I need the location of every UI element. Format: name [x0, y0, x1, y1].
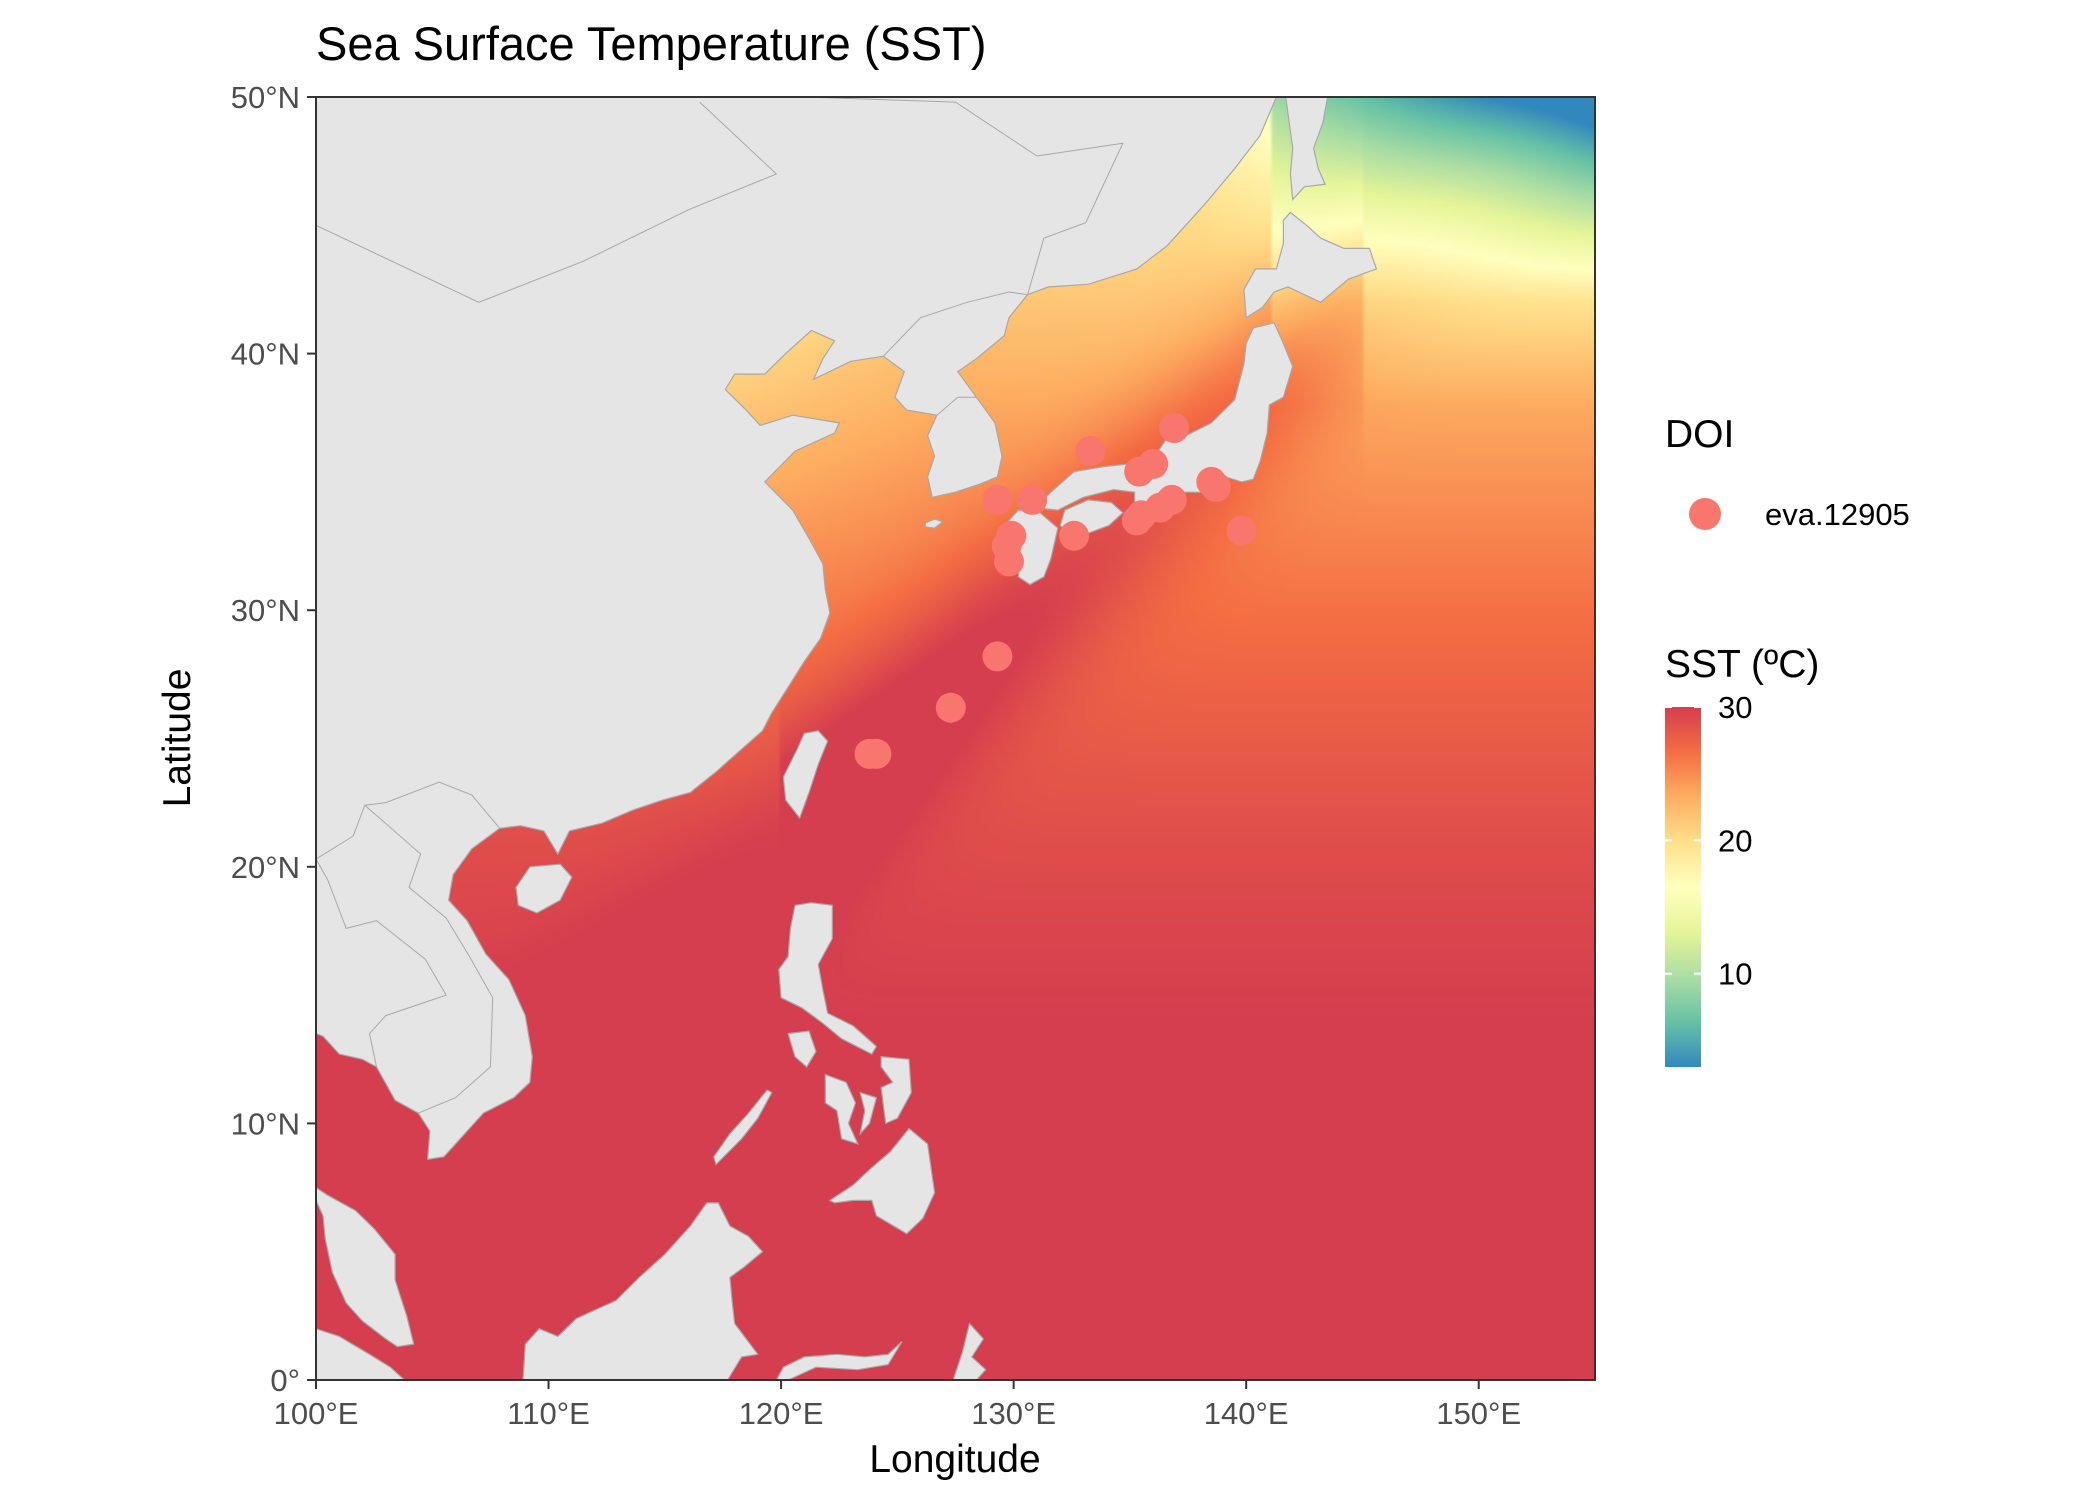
data-point	[1226, 515, 1257, 546]
land-mass	[316, 97, 1378, 1380]
land-polygon	[778, 902, 878, 1055]
y-axis-title: Latitude	[156, 669, 199, 808]
y-tick-label: 0°	[270, 1363, 300, 1398]
doi-legend: DOI eva.12905	[1665, 413, 1910, 532]
land-polygon	[515, 863, 573, 914]
border-line	[804, 97, 1124, 295]
data-point	[1059, 520, 1090, 551]
chart-title: Sea Surface Temperature (SST)	[316, 17, 986, 70]
x-tick-label: 130°E	[971, 1396, 1056, 1431]
x-tick-label: 110°E	[507, 1396, 590, 1431]
land-polygon	[880, 1056, 912, 1125]
land-polygon	[713, 1089, 773, 1166]
sst-legend-title: SST (ºC)	[1665, 643, 1819, 686]
land-polygon	[924, 518, 944, 529]
data-point	[982, 484, 1013, 515]
y-tick-label: 40°N	[231, 337, 300, 372]
y-axis: 0° 10°N 20°N 30°N 40°N 50°N	[231, 80, 316, 1398]
x-tick-label: 120°E	[739, 1396, 824, 1431]
border-line	[936, 396, 977, 416]
border-line	[883, 291, 1028, 357]
x-axis: 100°E 110°E 120°E 130°E 140°E 150°E	[274, 1380, 1521, 1431]
doi-legend-title: DOI	[1665, 413, 1734, 456]
land-polygon	[316, 1186, 415, 1348]
land-polygon	[522, 1202, 764, 1380]
land-polygon	[782, 730, 829, 820]
data-point	[994, 546, 1024, 577]
border-line	[316, 858, 447, 1068]
x-tick-label: 100°E	[274, 1396, 359, 1431]
land-polygon	[828, 1127, 936, 1235]
sst-legend: SST (ºC) 10 20 30	[1665, 643, 1819, 1067]
land-polygon	[316, 1328, 406, 1380]
land-polygon	[316, 97, 1278, 1161]
land-polygon	[1243, 211, 1378, 319]
data-point	[1124, 456, 1155, 487]
data-point	[1017, 484, 1048, 515]
sst-colorbar	[1665, 707, 1701, 1067]
colorbar-label: 20	[1718, 823, 1752, 858]
land-polygon	[952, 1322, 987, 1380]
land-polygon	[859, 1091, 878, 1136]
panel-border	[315, 96, 1596, 1381]
data-point	[1201, 472, 1231, 502]
border-line	[316, 835, 354, 860]
colorbar-label: 30	[1718, 690, 1752, 725]
border-line	[364, 804, 494, 1114]
data-point	[1075, 436, 1106, 467]
border-line	[316, 101, 778, 303]
y-tick-label: 20°N	[231, 850, 300, 885]
x-axis-title: Longitude	[869, 1438, 1040, 1481]
land-polygon	[775, 1341, 903, 1380]
doi-legend-key	[1689, 498, 1721, 530]
border-line	[352, 781, 501, 837]
sst-colorbar-ticks: 10 20 30	[1665, 690, 1752, 992]
y-tick-label: 30°N	[231, 593, 300, 628]
country-borders	[316, 97, 1124, 1114]
land-polygon	[824, 1073, 859, 1145]
y-tick-label: 50°N	[231, 80, 300, 115]
doi-legend-label: eva.12905	[1765, 497, 1910, 532]
data-point	[935, 692, 966, 723]
data-point	[1159, 413, 1190, 443]
land-polygon	[1285, 97, 1329, 202]
data-point	[854, 738, 885, 769]
data-point	[982, 641, 1013, 672]
x-tick-label: 140°E	[1204, 1396, 1289, 1431]
land-polygon	[787, 1030, 817, 1068]
x-tick-label: 150°E	[1436, 1396, 1521, 1431]
data-point	[1121, 505, 1152, 536]
sample-points	[854, 413, 1257, 769]
map-panel	[316, 97, 1595, 1380]
y-tick-label: 10°N	[231, 1106, 300, 1141]
colorbar-label: 10	[1718, 957, 1752, 992]
